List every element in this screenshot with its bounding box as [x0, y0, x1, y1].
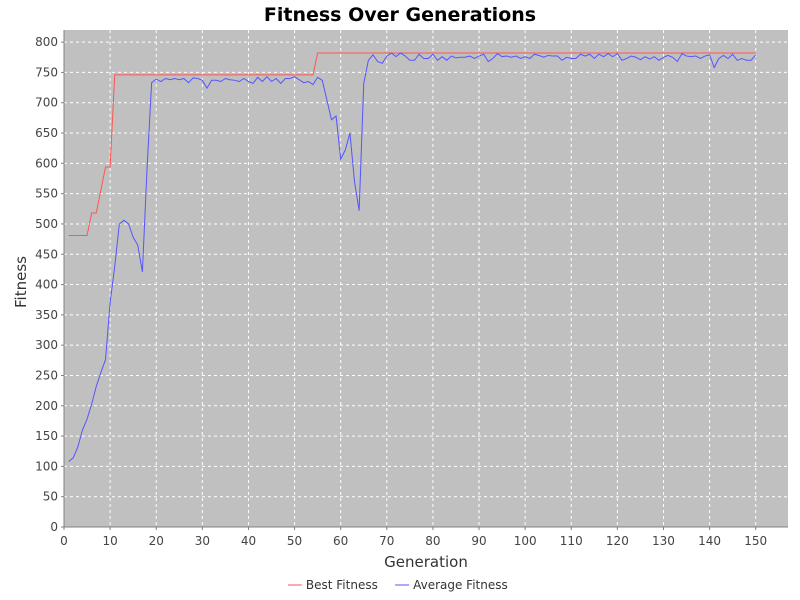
x-tick-label: 60	[333, 534, 348, 548]
y-tick-label: 400	[35, 278, 58, 292]
chart-title: Fitness Over Generations	[264, 4, 536, 26]
x-tick-label: 50	[287, 534, 302, 548]
x-tick-label: 80	[425, 534, 440, 548]
y-tick-label: 600	[35, 156, 58, 170]
y-tick-label: 300	[35, 338, 58, 352]
x-tick-label: 130	[652, 534, 675, 548]
y-tick-label: 550	[35, 187, 58, 201]
y-tick-label: 700	[35, 96, 58, 110]
x-tick-label: 70	[379, 534, 394, 548]
series-line-best-fitness	[68, 52, 756, 236]
y-tick-label: 150	[35, 429, 58, 443]
y-tick-label: 800	[35, 35, 58, 49]
y-tick-label: 50	[43, 490, 58, 504]
legend-label-average-fitness: Average Fitness	[413, 578, 508, 592]
y-tick-label: 250	[35, 368, 58, 382]
x-tick-label: 40	[241, 534, 256, 548]
x-axis-label: Generation	[384, 553, 468, 571]
x-tick-label: 10	[102, 534, 117, 548]
y-axis-label: Fitness	[12, 256, 30, 308]
y-tick-label: 100	[35, 459, 58, 473]
x-tick-label: 140	[698, 534, 721, 548]
y-tick-label: 650	[35, 126, 58, 140]
legend: Best Fitness Average Fitness	[287, 578, 508, 592]
x-tick-label: 150	[744, 534, 767, 548]
series-lines	[68, 52, 757, 462]
x-tick-label: 30	[195, 534, 210, 548]
x-tick-label: 120	[606, 534, 629, 548]
y-tick-label: 200	[35, 399, 58, 413]
series-line-average-fitness	[68, 52, 757, 462]
x-tick-label: 20	[149, 534, 164, 548]
plot-area	[64, 30, 788, 527]
legend-label-best-fitness: Best Fitness	[306, 578, 378, 592]
x-tick-label: 90	[471, 534, 486, 548]
y-tick-label: 750	[35, 65, 58, 79]
y-tick-label: 450	[35, 247, 58, 261]
y-tick-label: 350	[35, 308, 58, 322]
x-tick-label: 110	[560, 534, 583, 548]
axes: 0501001502002503003504004505005506006507…	[35, 30, 788, 548]
x-tick-label: 0	[60, 534, 68, 548]
y-tick-label: 500	[35, 217, 58, 231]
y-tick-label: 0	[50, 520, 58, 534]
grid-lines	[64, 30, 788, 527]
x-tick-label: 100	[514, 534, 537, 548]
